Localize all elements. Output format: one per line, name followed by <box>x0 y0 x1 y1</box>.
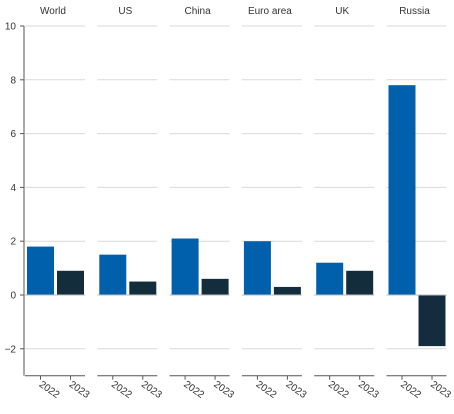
panel-title: World <box>40 6 66 17</box>
bar-2023 <box>57 270 84 295</box>
x-tick-label: 2022 <box>398 379 423 401</box>
bar-2023 <box>129 281 157 295</box>
bar-2023 <box>346 270 374 295</box>
bar-2022 <box>388 85 416 296</box>
y-axis: 10 8 6 4 2 0 −2 <box>5 22 25 376</box>
panel-title: Euro area <box>248 6 292 17</box>
panel-title: Russia <box>399 6 430 17</box>
bar-2022 <box>27 246 54 295</box>
chart-panel: China 2022 2023 <box>169 6 236 401</box>
bar-2022 <box>243 241 271 295</box>
x-tick-label: 2023 <box>284 379 309 401</box>
bar-2023 <box>273 286 301 295</box>
y-tick-label: −2 <box>5 344 17 355</box>
panel-title: China <box>185 6 212 17</box>
bar-2022 <box>171 238 199 295</box>
x-tick-label: 2023 <box>428 379 453 401</box>
panel-title: US <box>118 6 132 17</box>
bar-2023 <box>201 278 229 295</box>
chart-panel: US 2022 2023 <box>97 6 164 401</box>
y-tick-label: 6 <box>10 129 16 140</box>
bar-2023 <box>418 295 446 347</box>
x-tick-label: 2022 <box>254 379 279 401</box>
x-tick-label: 2022 <box>326 379 351 401</box>
y-tick-label: 10 <box>5 22 17 33</box>
y-tick-label: 2 <box>10 237 16 248</box>
panel-title: UK <box>335 6 349 17</box>
chart-panel: World 2022 2023 <box>25 6 92 401</box>
x-tick-label: 2023 <box>139 379 164 401</box>
chart-panel: Euro area 2022 2023 <box>241 6 309 401</box>
x-tick-label: 2022 <box>181 379 206 401</box>
bar-2022 <box>99 254 127 295</box>
chart-panel: UK 2022 2023 <box>314 6 381 401</box>
x-tick-label: 2023 <box>356 379 381 401</box>
y-tick-label: 4 <box>10 183 16 194</box>
x-tick-label: 2022 <box>109 379 134 401</box>
x-tick-label: 2023 <box>211 379 236 401</box>
bar-2022 <box>316 262 344 295</box>
x-tick-label: 2023 <box>67 379 92 401</box>
y-tick-label: 0 <box>10 291 16 302</box>
y-tick-label: 8 <box>10 75 16 86</box>
x-tick-label: 2022 <box>37 379 62 401</box>
chart-panel: Russia 2022 2023 <box>386 6 453 401</box>
